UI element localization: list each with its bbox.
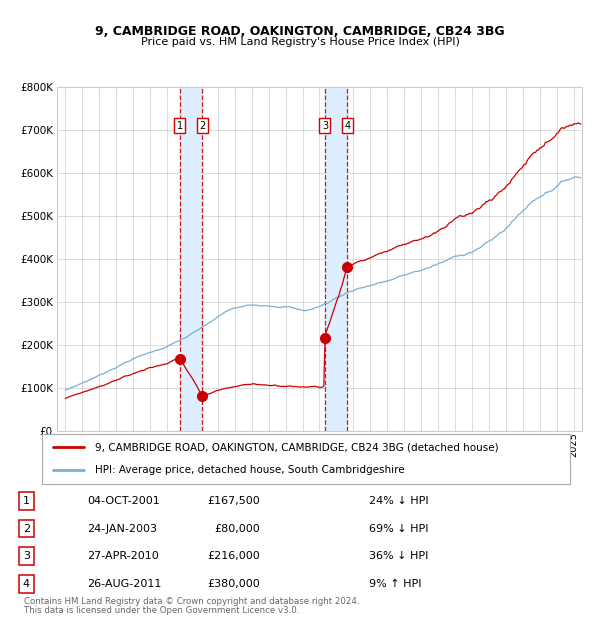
Text: 27-APR-2010: 27-APR-2010: [87, 551, 158, 561]
Text: 1: 1: [177, 120, 183, 131]
Text: 69% ↓ HPI: 69% ↓ HPI: [369, 523, 428, 534]
Text: £216,000: £216,000: [207, 551, 260, 561]
Bar: [180, 87, 202, 431]
Text: £380,000: £380,000: [207, 578, 260, 588]
Bar: [325, 87, 347, 431]
Text: 3: 3: [23, 551, 30, 561]
Text: 36% ↓ HPI: 36% ↓ HPI: [369, 551, 428, 561]
Text: 9% ↑ HPI: 9% ↑ HPI: [369, 578, 422, 588]
Text: HPI: Average price, detached house, South Cambridgeshire: HPI: Average price, detached house, Sout…: [95, 465, 404, 475]
Text: 2: 2: [199, 120, 205, 131]
Text: 3: 3: [322, 120, 328, 131]
Text: 26-AUG-2011: 26-AUG-2011: [87, 578, 161, 588]
Text: £80,000: £80,000: [214, 523, 260, 534]
Text: 9, CAMBRIDGE ROAD, OAKINGTON, CAMBRIDGE, CB24 3BG: 9, CAMBRIDGE ROAD, OAKINGTON, CAMBRIDGE,…: [95, 25, 505, 38]
Text: 4: 4: [23, 578, 30, 588]
Text: 1: 1: [23, 496, 30, 506]
Text: 4: 4: [344, 120, 350, 131]
Text: 04-OCT-2001: 04-OCT-2001: [87, 496, 160, 506]
Text: This data is licensed under the Open Government Licence v3.0.: This data is licensed under the Open Gov…: [24, 606, 299, 615]
Text: 2: 2: [23, 523, 30, 534]
Text: Contains HM Land Registry data © Crown copyright and database right 2024.: Contains HM Land Registry data © Crown c…: [24, 597, 359, 606]
Text: £167,500: £167,500: [207, 496, 260, 506]
Text: Price paid vs. HM Land Registry's House Price Index (HPI): Price paid vs. HM Land Registry's House …: [140, 37, 460, 47]
Text: 9, CAMBRIDGE ROAD, OAKINGTON, CAMBRIDGE, CB24 3BG (detached house): 9, CAMBRIDGE ROAD, OAKINGTON, CAMBRIDGE,…: [95, 443, 499, 453]
Text: 24-JAN-2003: 24-JAN-2003: [87, 523, 157, 534]
Text: 24% ↓ HPI: 24% ↓ HPI: [369, 496, 429, 506]
